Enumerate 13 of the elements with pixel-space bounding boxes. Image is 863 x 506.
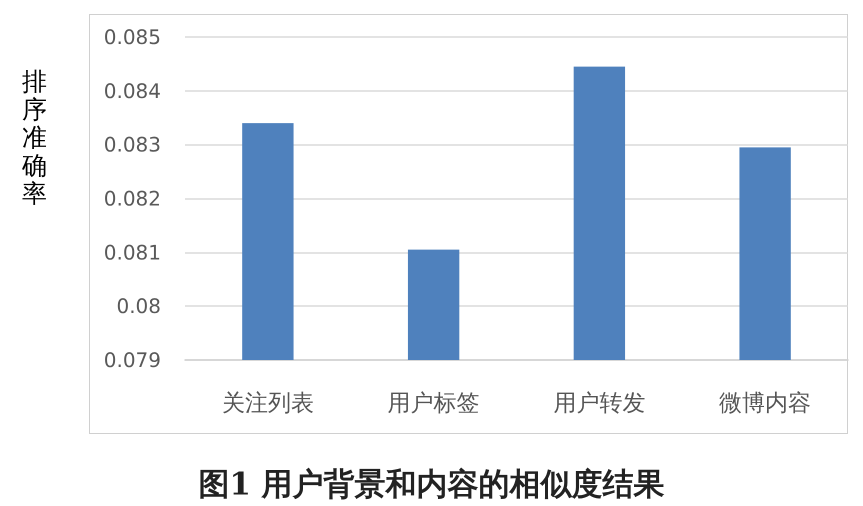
x-tick-label: 微博内容 bbox=[719, 390, 812, 416]
y-axis-title: 排序准确率 bbox=[22, 67, 48, 208]
y-tick-label: 0.08 bbox=[116, 294, 161, 318]
x-tick-label: 用户转发 bbox=[553, 390, 646, 416]
y-tick-label: 0.081 bbox=[104, 240, 161, 264]
text: 图1 用户背景和内容的相似度结果 bbox=[198, 466, 665, 502]
y-tick-label: 0.085 bbox=[104, 25, 161, 49]
y-tick-label: 0.083 bbox=[104, 132, 161, 157]
y-tick-label: 0.082 bbox=[104, 186, 161, 210]
x-tick-label: 用户标签 bbox=[388, 390, 480, 416]
y-tick-label: 0.084 bbox=[104, 78, 161, 103]
y-tick-label: 0.079 bbox=[104, 348, 161, 372]
x-tick-label: 关注列表 bbox=[222, 390, 314, 416]
